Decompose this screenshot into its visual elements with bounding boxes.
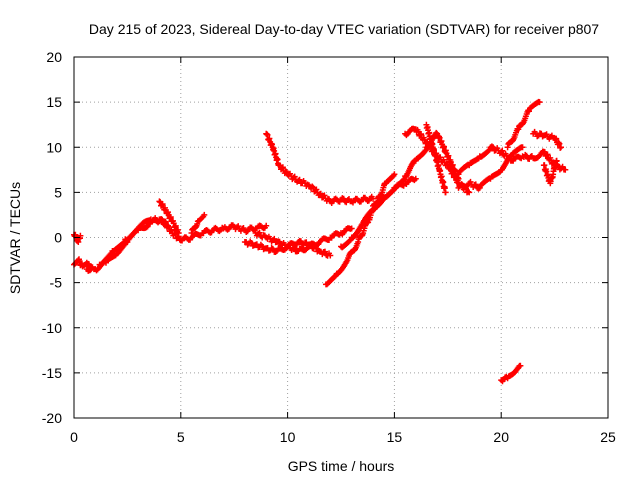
y-tick-label: -5 (50, 275, 63, 291)
data-series-arc-15 (423, 121, 449, 196)
y-tick-label: -10 (42, 320, 62, 336)
y-axis-label: SDTVAR / TECUs (7, 182, 23, 294)
data-series-arc-18 (504, 98, 543, 151)
y-tick-label: 10 (46, 139, 62, 155)
chart-title: Day 215 of 2023, Sidereal Day-to-day VTE… (89, 21, 599, 37)
axis-ticks: 0 5 10 15 20 25 -20 -15 -10 -5 0 5 10 15 20 (42, 49, 616, 445)
data-series-arc-21 (498, 362, 524, 385)
grid-lines (74, 57, 608, 418)
data-series-arc-5 (156, 198, 182, 236)
data-series-arc-10 (263, 130, 376, 206)
y-tick-label: 0 (54, 230, 62, 246)
data-series-arc-9 (252, 225, 355, 255)
x-tick-label: 20 (493, 429, 509, 445)
data-series-arc-19 (530, 128, 564, 151)
data-series-arc-4 (96, 215, 184, 269)
y-tick-label: 5 (54, 184, 62, 200)
x-tick-label: 0 (70, 429, 78, 445)
data-series-arc-8 (241, 237, 334, 259)
data-points (71, 98, 569, 385)
data-series-arc-6 (177, 222, 270, 244)
x-axis-label: GPS time / hours (288, 458, 395, 474)
data-series-arc-17 (455, 143, 569, 178)
y-tick-label: 20 (46, 49, 62, 65)
x-tick-label: 5 (177, 429, 185, 445)
data-series-arc-7 (188, 211, 208, 236)
y-tick-label: -20 (42, 410, 62, 426)
x-tick-label: 15 (387, 429, 403, 445)
x-tick-label: 10 (280, 429, 296, 445)
x-tick-label: 25 (600, 429, 616, 445)
data-series-arc-20 (540, 157, 560, 187)
y-tick-label: 15 (46, 94, 62, 110)
y-tick-label: -15 (42, 365, 62, 381)
